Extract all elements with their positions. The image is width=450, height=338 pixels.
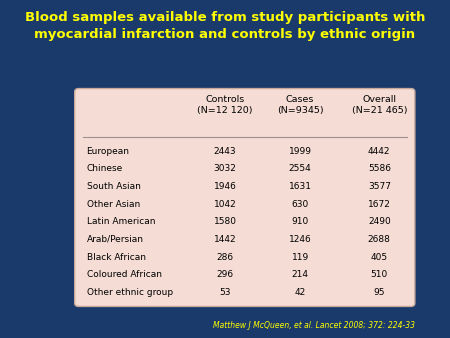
Text: Other ethnic group: Other ethnic group <box>86 288 173 297</box>
Text: Arab/Persian: Arab/Persian <box>86 235 144 244</box>
Text: 53: 53 <box>219 288 231 297</box>
Text: 1442: 1442 <box>214 235 236 244</box>
Text: 405: 405 <box>371 253 388 262</box>
Text: 4442: 4442 <box>368 147 391 155</box>
Text: 1999: 1999 <box>288 147 312 155</box>
Text: 1580: 1580 <box>213 217 237 226</box>
Text: Blood samples available from study participants with
myocardial infarction and c: Blood samples available from study parti… <box>25 11 425 42</box>
Text: 119: 119 <box>292 253 309 262</box>
Text: 1946: 1946 <box>214 182 236 191</box>
Text: 2443: 2443 <box>214 147 236 155</box>
Text: Cases
(N=9345): Cases (N=9345) <box>277 95 324 115</box>
Text: 2490: 2490 <box>368 217 391 226</box>
Text: 2688: 2688 <box>368 235 391 244</box>
Text: 95: 95 <box>374 288 385 297</box>
Text: 296: 296 <box>216 270 234 280</box>
Text: Black African: Black African <box>86 253 145 262</box>
Text: 1631: 1631 <box>288 182 312 191</box>
Text: European: European <box>86 147 130 155</box>
Text: 5586: 5586 <box>368 164 391 173</box>
Text: 214: 214 <box>292 270 309 280</box>
Text: 910: 910 <box>292 217 309 226</box>
Text: 1246: 1246 <box>289 235 311 244</box>
Text: 630: 630 <box>292 200 309 209</box>
Text: 3577: 3577 <box>368 182 391 191</box>
Text: 3032: 3032 <box>214 164 236 173</box>
Text: Controls
(N=12 120): Controls (N=12 120) <box>197 95 253 115</box>
Text: Matthew J McQueen, et al. Lancet 2008; 372: 224-33: Matthew J McQueen, et al. Lancet 2008; 3… <box>213 321 415 330</box>
Text: 1042: 1042 <box>214 200 236 209</box>
Text: Overall
(N=21 465): Overall (N=21 465) <box>351 95 407 115</box>
Text: 1672: 1672 <box>368 200 391 209</box>
Text: 42: 42 <box>295 288 306 297</box>
Text: 2554: 2554 <box>289 164 311 173</box>
FancyBboxPatch shape <box>75 89 415 307</box>
Text: Latin American: Latin American <box>86 217 155 226</box>
Text: South Asian: South Asian <box>86 182 140 191</box>
Text: Coloured African: Coloured African <box>86 270 162 280</box>
Text: 510: 510 <box>371 270 388 280</box>
Text: Other Asian: Other Asian <box>86 200 140 209</box>
Text: 286: 286 <box>216 253 234 262</box>
Text: Chinese: Chinese <box>86 164 123 173</box>
